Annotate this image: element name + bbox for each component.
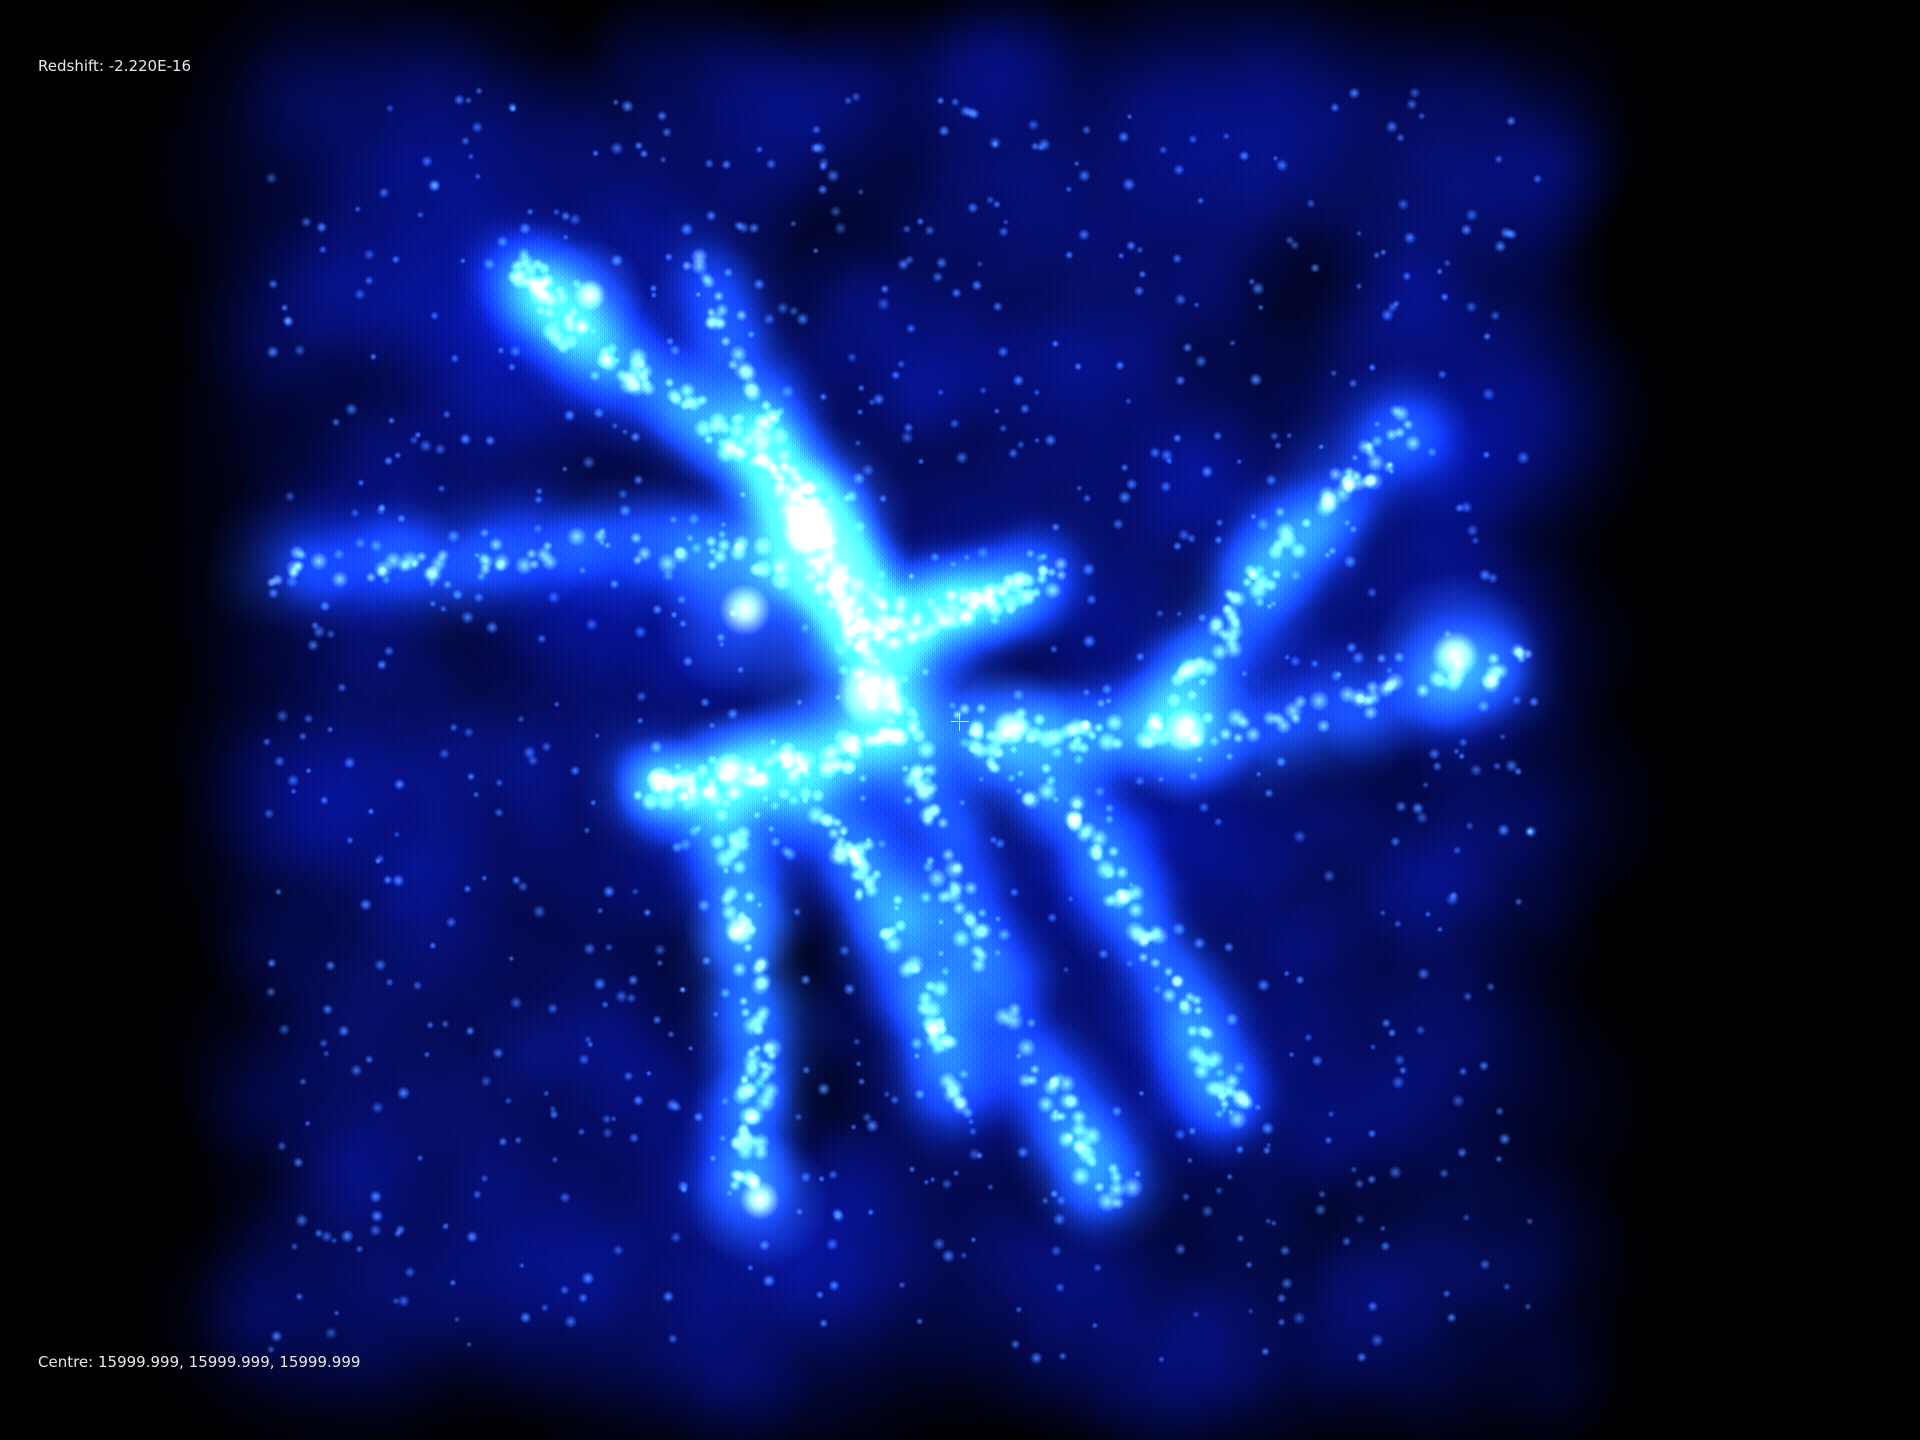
- centre-crosshair-icon: [951, 713, 969, 731]
- redshift-label: Redshift:: [38, 57, 104, 75]
- centre-label: Centre:: [38, 1353, 94, 1371]
- redshift-value: -2.220E-16: [108, 57, 192, 75]
- centre-value: 15999.999, 15999.999, 15999.999: [98, 1353, 361, 1371]
- centre-readout: Centre: 15999.999, 15999.999, 15999.999: [38, 1353, 360, 1371]
- redshift-readout: Redshift: -2.220E-16: [38, 57, 191, 75]
